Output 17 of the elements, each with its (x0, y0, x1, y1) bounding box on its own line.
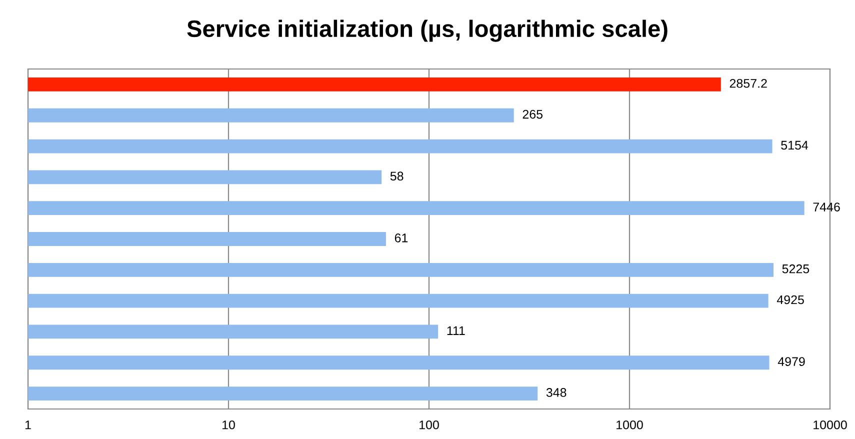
data-label: 111 (447, 326, 465, 335)
data-label: 265 (522, 110, 543, 119)
data-label: 348 (546, 388, 566, 397)
x-tick-label: 10 (222, 420, 235, 430)
x-tick-label: 1000 (616, 420, 643, 430)
data-label: 5225 (782, 264, 810, 274)
data-label: 7446 (813, 202, 840, 212)
data-label: 4925 (776, 295, 804, 304)
data-label: 61 (394, 234, 408, 242)
data-label: 5154 (781, 140, 808, 150)
x-tick-label: 10000 (814, 420, 847, 430)
x-tick-label: 1 (25, 420, 31, 430)
data-label: 2857.2 (730, 78, 767, 88)
x-tick-label: 100 (420, 420, 439, 430)
chart-title: Service initialization (µs, logarithmic scale) (187, 20, 668, 42)
data-label: 4979 (778, 357, 805, 366)
data-label: 58 (390, 172, 404, 181)
